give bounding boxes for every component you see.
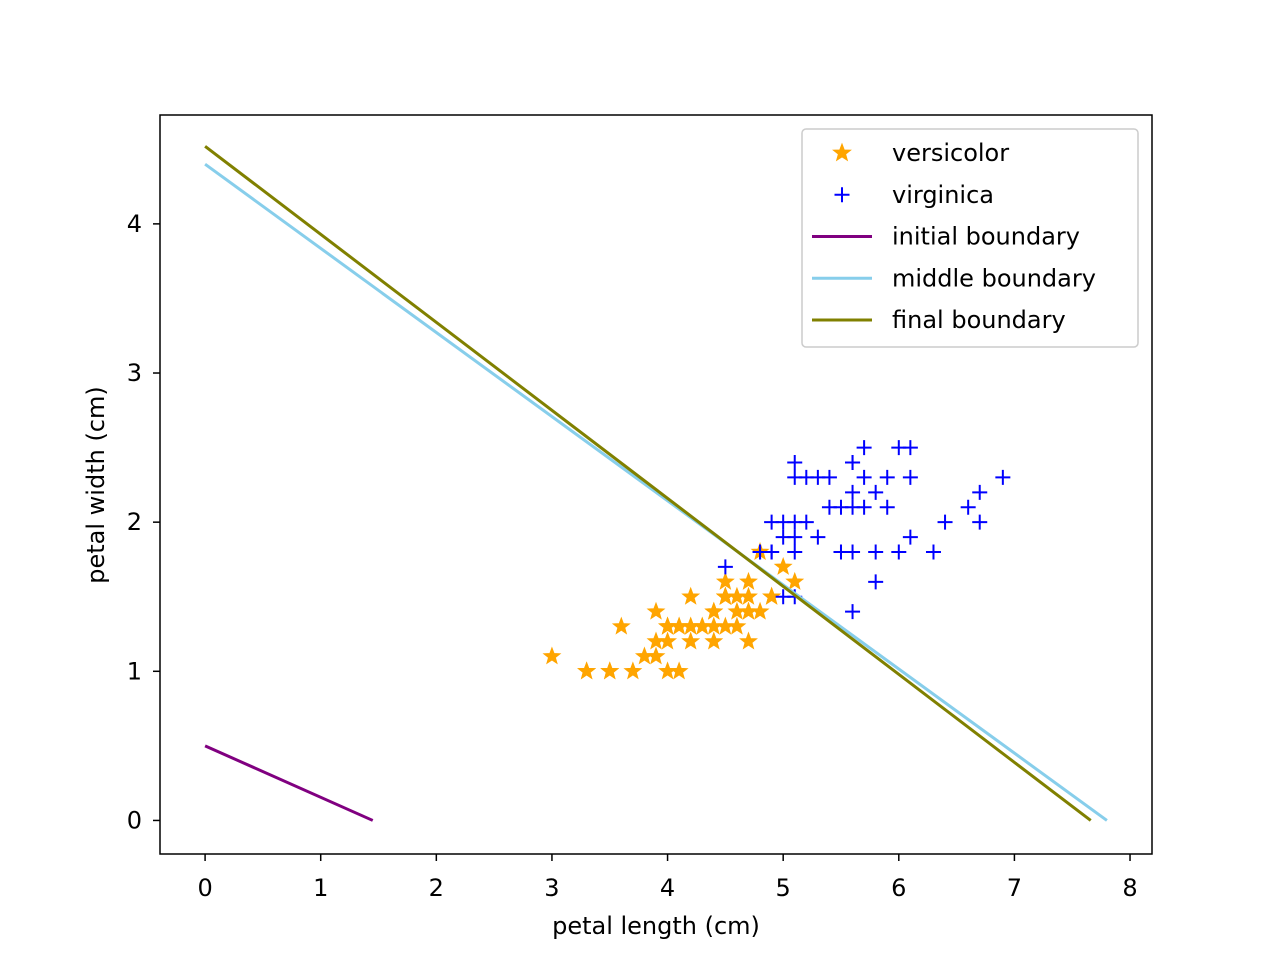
virginica-point bbox=[821, 499, 837, 515]
virginica-point bbox=[775, 529, 791, 545]
x-tick-label: 0 bbox=[197, 874, 212, 902]
versicolor-point bbox=[785, 571, 805, 590]
virginica-point bbox=[833, 544, 849, 560]
virginica-point bbox=[868, 484, 884, 500]
legend-label: initial boundary bbox=[892, 223, 1080, 251]
virginica-point bbox=[972, 484, 988, 500]
legend-label: virginica bbox=[892, 181, 994, 209]
legend-item: final boundary bbox=[812, 306, 1066, 334]
versicolor-point bbox=[739, 571, 758, 590]
legend-label: versicolor bbox=[892, 139, 1009, 167]
versicolor-point bbox=[704, 631, 724, 650]
y-tick-label: 4 bbox=[127, 210, 142, 238]
versicolor-point bbox=[600, 661, 620, 680]
virginica-point bbox=[937, 514, 953, 530]
versicolor-point bbox=[704, 601, 724, 620]
virginica-point bbox=[798, 514, 814, 530]
legend-item: virginica bbox=[834, 181, 994, 209]
legend-marker-virginica bbox=[834, 187, 850, 203]
data-layer bbox=[204, 145, 1108, 822]
virginica-point bbox=[856, 469, 872, 485]
virginica-point bbox=[810, 529, 826, 545]
virginica-point bbox=[891, 544, 907, 560]
x-tick-label: 7 bbox=[1007, 874, 1022, 902]
virginica-point bbox=[879, 499, 895, 515]
x-tick-label: 8 bbox=[1122, 874, 1137, 902]
y-tick-label: 3 bbox=[127, 359, 142, 387]
versicolor-point bbox=[577, 661, 597, 680]
series-virginica bbox=[717, 440, 1011, 620]
versicolor-point bbox=[727, 616, 747, 635]
virginica-point bbox=[868, 574, 884, 590]
versicolor-point bbox=[762, 586, 782, 605]
y-axis: 0 1 2 3 4 bbox=[127, 210, 160, 834]
middle-boundary-line bbox=[204, 163, 1108, 822]
virginica-point bbox=[995, 469, 1011, 485]
virginica-point bbox=[902, 440, 918, 456]
versicolor-point bbox=[681, 586, 701, 605]
x-axis-label: petal length (cm) bbox=[552, 912, 760, 940]
virginica-point bbox=[845, 499, 861, 515]
versicolor-point bbox=[773, 556, 793, 575]
x-axis: 0 1 2 3 4 5 6 7 8 bbox=[197, 854, 1138, 902]
versicolor-point bbox=[623, 661, 643, 680]
virginica-point bbox=[856, 440, 872, 456]
versicolor-point bbox=[739, 586, 758, 605]
versicolor-point bbox=[669, 616, 689, 635]
virginica-point bbox=[845, 484, 861, 500]
virginica-point bbox=[787, 455, 803, 471]
versicolor-point bbox=[669, 661, 689, 680]
plot-frame bbox=[159, 114, 1153, 855]
y-tick-label: 2 bbox=[127, 508, 142, 536]
final-boundary-line bbox=[204, 145, 1092, 822]
versicolor-point bbox=[646, 601, 666, 620]
virginica-point bbox=[845, 455, 861, 471]
y-axis-label: petal width (cm) bbox=[82, 386, 110, 584]
versicolor-point bbox=[715, 571, 735, 590]
legend-label: final boundary bbox=[892, 306, 1066, 334]
versicolor-point bbox=[727, 601, 747, 620]
virginica-point bbox=[717, 559, 733, 575]
x-tick-label: 4 bbox=[660, 874, 675, 902]
series-versicolor bbox=[542, 542, 805, 680]
legend-item: middle boundary bbox=[812, 264, 1096, 292]
versicolor-point bbox=[692, 616, 712, 635]
virginica-point bbox=[972, 514, 988, 530]
virginica-point bbox=[879, 469, 895, 485]
virginica-point bbox=[798, 469, 814, 485]
virginica-point bbox=[752, 544, 768, 560]
virginica-point bbox=[845, 604, 861, 620]
versicolor-point bbox=[542, 646, 562, 665]
virginica-point bbox=[925, 544, 941, 560]
legend-item: versicolor bbox=[832, 139, 1009, 167]
versicolor-point bbox=[739, 631, 758, 650]
x-tick-label: 1 bbox=[313, 874, 328, 902]
versicolor-point bbox=[681, 631, 701, 650]
initial-boundary-line bbox=[204, 744, 374, 822]
virginica-point bbox=[902, 469, 918, 485]
y-tick-label: 1 bbox=[127, 657, 142, 685]
y-tick-label: 0 bbox=[127, 806, 142, 834]
x-tick-label: 6 bbox=[891, 874, 906, 902]
virginica-point bbox=[787, 544, 803, 560]
legend: versicolor virginica initial boundary middl… bbox=[801, 128, 1139, 348]
versicolor-point bbox=[658, 631, 678, 650]
x-tick-label: 5 bbox=[776, 874, 791, 902]
virginica-point bbox=[902, 529, 918, 545]
versicolor-point bbox=[715, 586, 735, 605]
virginica-point bbox=[868, 544, 884, 560]
x-tick-label: 3 bbox=[544, 874, 559, 902]
legend-marker-versicolor bbox=[832, 142, 852, 162]
virginica-point bbox=[764, 514, 780, 530]
legend-item: initial boundary bbox=[812, 223, 1080, 251]
versicolor-point bbox=[611, 616, 631, 635]
legend-box bbox=[801, 128, 1139, 348]
x-tick-label: 2 bbox=[429, 874, 444, 902]
versicolor-point bbox=[750, 601, 770, 620]
virginica-point bbox=[821, 469, 837, 485]
virginica-point bbox=[960, 499, 976, 515]
legend-label: middle boundary bbox=[892, 264, 1096, 292]
versicolor-point bbox=[634, 646, 654, 665]
